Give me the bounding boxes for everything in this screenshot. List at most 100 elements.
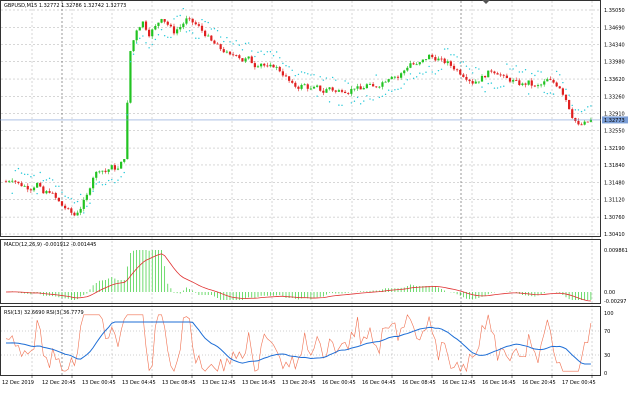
sar-dot xyxy=(415,76,418,78)
sar-dot xyxy=(577,109,580,111)
macd-tick-label: 0.009861 xyxy=(604,248,628,254)
candle-body xyxy=(477,81,480,83)
candle-body xyxy=(104,170,107,172)
time-label: 16 Dec 16:45 xyxy=(482,380,516,386)
candle-body xyxy=(589,119,592,122)
sar-dot xyxy=(251,50,253,52)
candle-body xyxy=(505,75,508,79)
time-label: 16 Dec 08:45 xyxy=(402,380,436,386)
candle-body xyxy=(518,80,521,86)
sar-dot xyxy=(64,195,66,197)
candle-body xyxy=(446,61,449,64)
sar-dot xyxy=(266,51,269,53)
sar-dot xyxy=(254,55,256,58)
sar-dot xyxy=(428,65,430,68)
candle-body xyxy=(8,181,11,183)
candle-body xyxy=(543,81,546,85)
sar-dot xyxy=(154,38,157,41)
candle-body xyxy=(434,57,437,61)
sar-dot xyxy=(347,82,349,84)
candle-body xyxy=(400,73,403,78)
sar-dot xyxy=(114,181,116,184)
candle-body xyxy=(312,86,316,89)
sar-dot xyxy=(157,34,160,36)
time-label: 13 Dec 16:45 xyxy=(242,380,276,386)
candle-body xyxy=(232,54,235,56)
sar-dot xyxy=(562,81,564,84)
candle-body xyxy=(210,35,213,41)
sar-dot xyxy=(151,43,153,46)
sar-dot xyxy=(555,70,558,73)
sar-dot xyxy=(381,95,384,97)
candle-body xyxy=(32,187,36,191)
sar-dot xyxy=(440,68,443,70)
sar-dot xyxy=(232,43,234,45)
candle-body xyxy=(524,83,527,85)
sar-dot xyxy=(182,7,185,10)
candle-body xyxy=(331,87,334,91)
macd-signal-line xyxy=(5,253,591,302)
candle-body xyxy=(73,212,76,216)
candle-body xyxy=(521,83,524,86)
time-label: 16 Dec 04:45 xyxy=(362,380,396,386)
candle-body xyxy=(260,63,263,67)
price-tick-label: 1.31840 xyxy=(604,163,625,169)
candle-body xyxy=(166,21,169,25)
candle-body xyxy=(17,181,20,184)
candle-body xyxy=(266,65,269,67)
sar-dot xyxy=(341,104,343,107)
sar-dot xyxy=(319,76,321,78)
sar-dot xyxy=(89,202,91,204)
sar-dot xyxy=(17,167,20,170)
rsi13-line xyxy=(5,321,591,365)
candle-body xyxy=(169,24,172,27)
scroll-marker-icon[interactable] xyxy=(482,0,490,4)
candle-body xyxy=(515,80,518,81)
sar-dot xyxy=(42,179,45,182)
sar-dot xyxy=(145,42,147,44)
candle-body xyxy=(185,18,188,24)
sar-dot xyxy=(297,73,300,76)
candle-body xyxy=(60,201,64,206)
sar-dot xyxy=(583,109,586,111)
candle-body xyxy=(480,75,484,82)
candle-body xyxy=(116,168,120,170)
candle-body xyxy=(344,91,347,94)
candle-body xyxy=(474,81,477,84)
sar-dot xyxy=(484,91,486,93)
sar-dot xyxy=(375,74,377,76)
sar-dot xyxy=(559,74,561,76)
candle-body xyxy=(387,79,390,82)
sar-dot xyxy=(61,191,63,193)
price-tick-label: 1.35050 xyxy=(604,8,625,14)
candle-body xyxy=(487,70,490,78)
sar-dot xyxy=(282,62,284,65)
candle-body xyxy=(322,90,325,93)
sar-dot xyxy=(163,35,166,37)
candle-body xyxy=(253,63,256,68)
sar-dot xyxy=(288,66,290,68)
candle-body xyxy=(36,183,39,188)
sar-dot xyxy=(300,71,303,73)
candle-body xyxy=(98,171,101,173)
sar-dot xyxy=(397,88,399,91)
candle-body xyxy=(207,35,210,37)
candle-body xyxy=(288,76,291,81)
candle-body xyxy=(552,79,555,83)
price-tick-label: 1.31120 xyxy=(604,198,625,204)
sar-dot xyxy=(86,205,88,208)
candle-body xyxy=(561,88,564,95)
candle-body xyxy=(29,189,32,191)
candle-body xyxy=(176,29,179,34)
sar-dot xyxy=(325,77,328,79)
candle-body xyxy=(496,73,499,75)
sar-dot xyxy=(39,171,41,174)
candle-body xyxy=(306,84,309,89)
sar-dot xyxy=(450,54,452,56)
sar-dot xyxy=(434,73,437,75)
sar-dot xyxy=(269,51,272,53)
candle-body xyxy=(138,27,141,31)
sar-dot xyxy=(412,77,415,80)
